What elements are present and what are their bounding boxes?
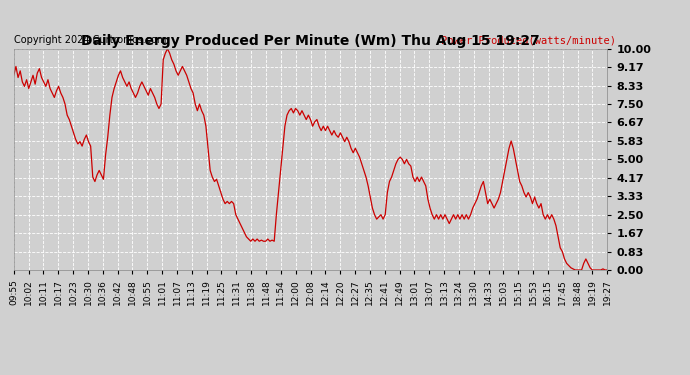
Text: Copyright 2024 Curtronics.com: Copyright 2024 Curtronics.com <box>14 36 166 45</box>
Title: Daily Energy Produced Per Minute (Wm) Thu Aug 15 19:27: Daily Energy Produced Per Minute (Wm) Th… <box>81 34 540 48</box>
Text: Power Produced(watts/minute): Power Produced(watts/minute) <box>441 36 616 45</box>
